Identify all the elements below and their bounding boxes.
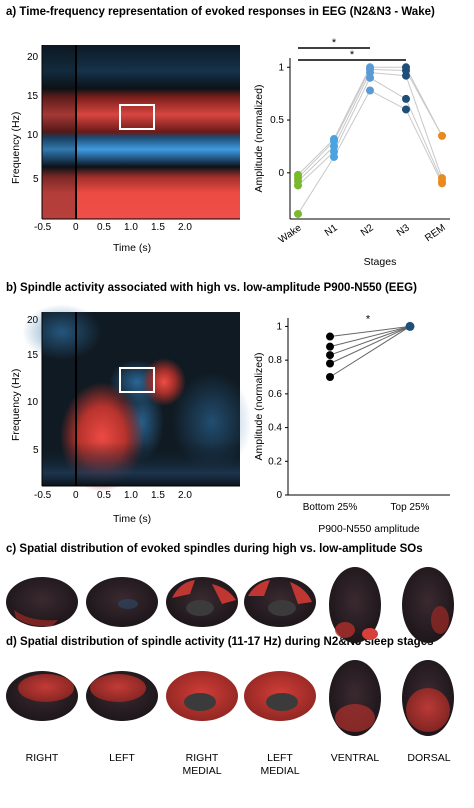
data-point xyxy=(402,105,410,114)
chart-b-ytick-label: 0.2 xyxy=(268,456,282,467)
subject-line xyxy=(297,89,443,215)
chart-b-ytick-label: 0.8 xyxy=(268,355,282,366)
chart-b-ytick-label: 1 xyxy=(276,321,282,332)
data-point xyxy=(402,94,410,103)
chart-a-xtick-label: N1 xyxy=(323,222,340,239)
tf-map-a xyxy=(41,45,240,220)
chart-a: 0 0.5 1 Wake N1 N2 N3 REM Stages Amplitude (norma… xyxy=(253,37,450,268)
tf-a-ylabel: Frequency (Hz) xyxy=(10,111,22,184)
tf-a-xtick: 0 xyxy=(73,222,79,233)
tf-b-xlabel: Time (s) xyxy=(113,513,152,525)
data-point xyxy=(402,63,410,72)
chart-b-ytick-label: 0 xyxy=(276,490,282,501)
view-label-right-medial: RIGHT MEDIAL xyxy=(182,752,222,777)
data-point xyxy=(326,351,334,360)
chart-a-xtick-label: Wake xyxy=(277,222,304,246)
brain-d-right-medial xyxy=(166,671,238,721)
chart-a-xlabel: Stages xyxy=(364,256,397,268)
tf-a-ytick: 5 xyxy=(33,174,39,185)
brain-d-ventral xyxy=(329,660,381,736)
tf-a-xtick: -0.5 xyxy=(34,222,52,233)
section-d-title: d) Spatial distribution of spindle activ… xyxy=(6,636,434,648)
view-label-right: RIGHT xyxy=(25,752,59,764)
tf-map-b xyxy=(22,304,252,492)
tf-b-ytick: 15 xyxy=(27,350,39,361)
data-point xyxy=(326,342,334,351)
section-a-title: a) Time-frequency representation of evok… xyxy=(6,6,435,18)
chart-a-ytick-label: 0 xyxy=(278,168,284,179)
data-point xyxy=(366,63,374,72)
chart-b-xtick-label: Top 25% xyxy=(391,502,430,513)
view-label-left: LEFT xyxy=(109,752,135,764)
roi-box xyxy=(119,367,155,393)
data-point xyxy=(294,209,302,218)
tf-b-ytick: 5 xyxy=(33,445,39,456)
roi-box xyxy=(119,104,155,130)
chart-b-xlabel: P900-N550 amplitude xyxy=(318,523,420,535)
chart-b-ytick-label: 0.6 xyxy=(268,389,282,400)
tf-b-xtick: -0.5 xyxy=(34,490,52,501)
tf-a-ytick: 10 xyxy=(27,130,39,141)
tf-a-xtick: 2.0 xyxy=(178,222,192,233)
data-point xyxy=(326,359,334,368)
tf-b-xtick: 1.0 xyxy=(124,490,138,501)
section-b-title: b) Spindle activity associated with high… xyxy=(6,282,417,294)
brain-c-dorsal xyxy=(402,567,454,643)
chart-b: 0 0.2 0.4 0.6 0.8 1 Bottom 25% Top 25% P900-N550… xyxy=(253,313,450,535)
tf-a-xtick: 0.5 xyxy=(97,222,111,233)
tf-b-xtick: 1.5 xyxy=(151,490,165,501)
sig-star: * xyxy=(350,49,355,61)
tf-a-xtick: 1.5 xyxy=(151,222,165,233)
chart-a-ytick-label: 0.5 xyxy=(270,115,284,126)
data-point xyxy=(366,86,374,95)
brain-d-right xyxy=(6,671,78,721)
chart-a-xtick-label: N2 xyxy=(359,222,376,239)
view-label-ventral: VENTRAL xyxy=(330,752,380,764)
tf-a-ytick: 20 xyxy=(27,52,39,63)
data-point xyxy=(326,332,334,341)
data-point xyxy=(438,131,446,140)
subject-line xyxy=(329,325,411,364)
data-point xyxy=(438,174,446,183)
chart-b-xtick-label: Bottom 25% xyxy=(303,502,358,513)
tf-a-ytick: 15 xyxy=(27,91,39,102)
tf-b-xtick: 2.0 xyxy=(178,490,192,501)
section-c-title: c) Spatial distribution of evoked spindl… xyxy=(6,543,423,555)
subject-line xyxy=(329,325,411,348)
sig-star: * xyxy=(332,37,337,49)
data-point xyxy=(405,321,415,331)
tf-b-ytick: 10 xyxy=(27,397,39,408)
brain-c-right xyxy=(6,577,78,627)
data-point xyxy=(330,135,338,144)
brain-d-left-medial xyxy=(244,671,316,721)
subject-line xyxy=(297,68,443,179)
brain-c-left xyxy=(86,577,158,627)
view-label-left-medial: LEFT MEDIAL xyxy=(260,752,300,777)
subject-line xyxy=(297,66,443,176)
subject-line xyxy=(329,326,411,378)
view-label-dorsal: DORSAL xyxy=(407,752,451,764)
subject-line xyxy=(329,325,411,338)
brain-c-left-medial xyxy=(244,577,316,627)
chart-a-xtick-label: REM xyxy=(423,222,448,244)
chart-a-ylabel: Amplitude (normalized) xyxy=(253,85,265,193)
brain-renders xyxy=(6,567,454,736)
data-point xyxy=(326,373,334,381)
sig-star: * xyxy=(366,313,371,325)
tf-a-xlabel: Time (s) xyxy=(113,242,152,254)
chart-a-xtick-label: N3 xyxy=(395,222,412,239)
brain-d-dorsal xyxy=(402,660,454,736)
tf-b-xtick: 0.5 xyxy=(97,490,111,501)
tf-b-ylabel: Frequency (Hz) xyxy=(10,368,22,441)
tf-b-xtick: 0 xyxy=(73,490,79,501)
chart-a-ytick-label: 1 xyxy=(278,62,284,73)
brain-c-ventral xyxy=(329,567,381,643)
tf-a-xtick: 1.0 xyxy=(124,222,138,233)
subject-line xyxy=(329,325,411,356)
brain-d-left xyxy=(86,671,158,721)
chart-b-ylabel: Amplitude (normalized) xyxy=(253,353,265,461)
brain-c-right-medial xyxy=(166,577,238,627)
data-point xyxy=(294,170,302,179)
chart-b-ytick-label: 0.4 xyxy=(268,423,282,434)
